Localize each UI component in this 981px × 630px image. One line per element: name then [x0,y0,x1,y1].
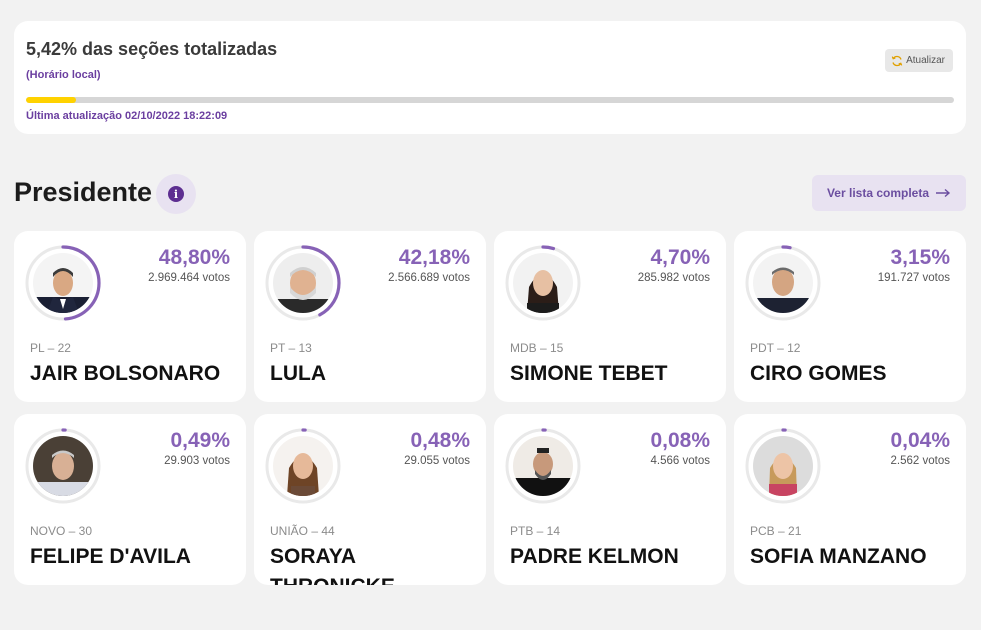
totalization-progress-fill [26,97,77,103]
candidate-name: SOFIA MANZANO [750,545,927,568]
candidate-name: LULA [270,362,326,385]
totalization-percentage: 5,42% das seções totalizadas [26,39,278,59]
candidate-name: FELIPE D'AVILA [30,545,191,568]
candidate-name: PADRE KELMON [510,545,679,568]
candidate-photo [513,436,573,496]
vote-count: 191.727 votos [877,272,950,284]
arrow-right-icon [936,188,951,198]
vote-share-ring [745,245,821,321]
totalization-progress-bar [26,97,954,103]
candidate-photo [753,436,813,496]
candidate-photo [513,253,573,313]
totalization-status-card: 5,42% das seções totalizadas (Horário lo… [14,21,966,134]
candidate-photo [273,253,333,313]
party-number: PT – 13 [270,341,312,355]
party-number: PL – 22 [30,341,71,355]
refresh-button[interactable]: Atualizar [885,49,953,72]
candidate-card-jair-bolsonaro[interactable]: 48,80% 2.969.464 votos PL – 22 JAIR BOLSONA… [14,231,246,402]
vote-percentage: 0,04% [890,429,950,452]
candidate-card-sofia-manzano[interactable]: 0,04% 2.562 votos PCB – 21 SOFIA MANZANO [734,414,966,585]
refresh-button-label: Atualizar [906,55,945,66]
party-number: PCB – 21 [750,524,802,538]
candidate-card-felipe-davila[interactable]: 0,49% 29.903 votos NOVO – 30 FELIPE D'AVILA [14,414,246,585]
last-update-timestamp: Última atualização 02/10/2022 18:22:09 [26,110,228,122]
full-list-button[interactable]: Ver lista completa [812,175,966,211]
section-title: Presidente [14,177,153,207]
vote-share-ring [745,428,821,504]
vote-share-ring [265,245,341,321]
vote-count: 2.969.464 votos [148,272,230,284]
candidate-card-lula[interactable]: 42,18% 2.566.689 votos PT – 13 LULA [254,231,486,402]
party-number: NOVO – 30 [30,524,93,538]
vote-count: 285.982 votos [637,272,710,284]
candidate-card-soraya-thronicke[interactable]: 0,48% 29.055 votos UNIÃO – 44 SORAYA THRONI… [254,414,486,585]
candidate-card-simone-tebet[interactable]: 4,70% 285.982 votos MDB – 15 SIMONE TEBET [494,231,726,402]
candidate-name: CIRO GOMES [750,362,887,385]
full-list-button-label: Ver lista completa [826,186,930,200]
candidate-name: JAIR BOLSONARO [30,362,221,385]
party-number: MDB – 15 [510,341,564,355]
vote-count: 4.566 votos [650,455,710,467]
candidate-card-ciro-gomes[interactable]: 3,15% 191.727 votos PDT – 12 CIRO GOMES [734,231,966,402]
info-icon: i [168,186,184,202]
vote-percentage: 48,80% [158,246,230,269]
candidate-photo [273,436,333,496]
vote-percentage: 0,08% [650,429,710,452]
local-time-label: (Horário local) [26,69,101,81]
vote-share-ring [505,245,581,321]
vote-count: 2.566.689 votos [388,272,470,284]
refresh-icon [891,55,903,66]
vote-count: 29.055 votos [404,455,470,467]
party-number: PTB – 14 [510,524,561,538]
candidate-card-padre-kelmon[interactable]: 0,08% 4.566 votos PTB – 14 PADRE KELMON [494,414,726,585]
info-button[interactable]: i [156,174,196,214]
vote-percentage: 3,15% [890,246,950,269]
candidate-photo [33,253,93,313]
vote-share-ring [505,428,581,504]
vote-count: 2.562 votos [890,455,950,467]
party-number: UNIÃO – 44 [270,524,335,538]
candidate-photo [33,436,93,496]
vote-percentage: 4,70% [650,246,710,269]
vote-percentage: 42,18% [398,246,470,269]
candidate-photo [753,253,813,313]
vote-percentage: 0,49% [170,429,230,452]
vote-share-ring [265,428,341,504]
vote-percentage: 0,48% [410,429,470,452]
vote-share-ring [25,428,101,504]
candidate-name: SIMONE TEBET [510,362,668,385]
vote-share-ring [25,245,101,321]
party-number: PDT – 12 [750,341,801,355]
candidate-name: SORAYA THRONICKE [270,545,395,585]
vote-count: 29.903 votos [164,455,230,467]
